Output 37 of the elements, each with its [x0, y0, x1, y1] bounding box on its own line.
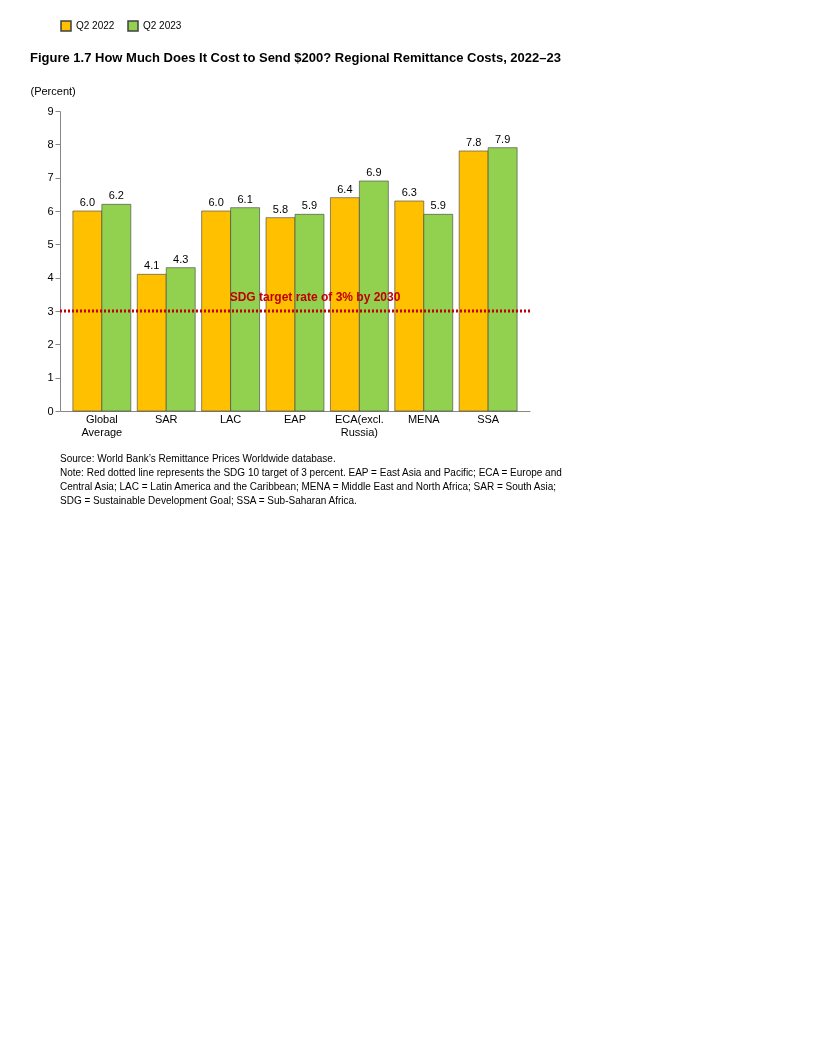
y-tick-label: 1: [47, 371, 54, 384]
data-label: 5.8: [272, 202, 289, 215]
y-tick-label: 2: [47, 337, 54, 350]
x-tick-label: LAC: [219, 412, 242, 425]
source-note: Source: World Bank’s Remittance Prices Worldwide database.: [60, 453, 336, 464]
chart-title: Figure 1.7 How Much Does It Cost to Send $200? Regional Remittance Costs, 2022–23: [30, 50, 561, 65]
data-label: 4.1: [144, 259, 160, 272]
data-label: 7.8: [466, 136, 482, 148]
y-tick-label: 5: [47, 237, 54, 250]
data-label: 6.4: [337, 182, 353, 195]
y-tick-label: 6: [47, 204, 54, 217]
x-tick-label: Global Average: [81, 412, 123, 438]
data-label: 6.0: [208, 196, 224, 208]
x-tick-label: SAR: [154, 412, 178, 425]
data-label: 6.0: [79, 196, 96, 208]
y-tick-label: 7: [47, 171, 54, 184]
y-tick-label: 0: [47, 404, 54, 417]
y-tick-label: 8: [47, 137, 54, 150]
x-tick-label: MENA: [407, 412, 441, 425]
x-tick-label: SSA: [477, 412, 500, 425]
legend-label: Q2 2023: [143, 20, 182, 31]
x-tick-label: ECA(excl. Russia): [334, 412, 384, 438]
data-label: 6.1: [237, 192, 253, 205]
y-tick-label: 4: [47, 271, 54, 284]
data-label: 5.9: [301, 199, 318, 212]
data-label: 7.9: [494, 132, 511, 145]
x-tick-label: EAP: [283, 412, 307, 425]
y-tick-label: 3: [47, 304, 54, 317]
data-label: 6.2: [108, 189, 124, 202]
data-label: 4.3: [173, 252, 189, 265]
y-tick-label: 9: [47, 104, 54, 117]
data-label: 6.9: [366, 166, 382, 178]
legend-label: Q2 2022: [76, 20, 115, 31]
data-label: 6.3: [401, 186, 417, 198]
text: Note: Red dotted line represents the SDG 10 target of 3 percent. EAP = East Asia and Pacific; ECA = Europe and Central Asia; LAC = Latin America and the Caribbean; MENA = Middle East and North Africa; SAR = South Asia; SDG = Sustainable Development Goal; SSA = Sub-Saharan Africa.: [60, 467, 562, 506]
data-label: 5.9: [430, 199, 446, 212]
y-axis-title: (Percent): [30, 84, 76, 97]
